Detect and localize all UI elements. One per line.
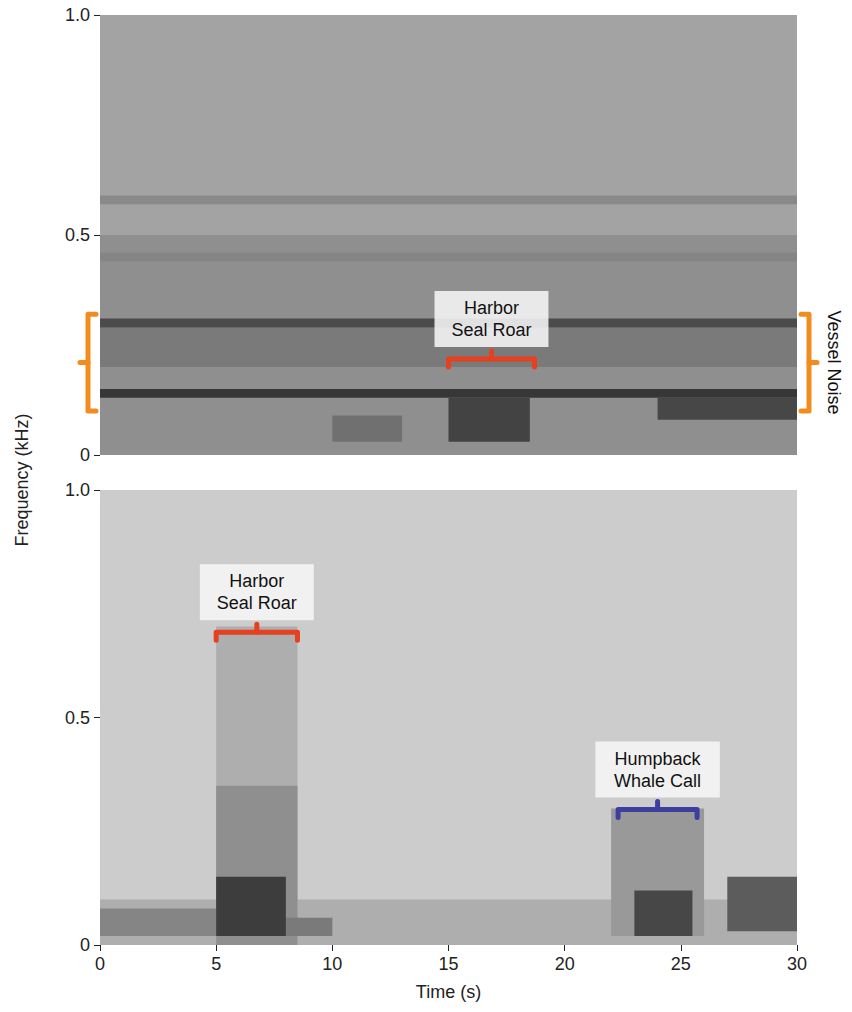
svg-text:5: 5	[211, 954, 221, 974]
svg-text:0.5: 0.5	[65, 225, 90, 245]
svg-text:Seal Roar: Seal Roar	[217, 593, 297, 613]
svg-text:1.0: 1.0	[65, 480, 90, 500]
svg-text:Harbor: Harbor	[229, 571, 284, 591]
svg-text:0: 0	[95, 954, 105, 974]
svg-text:Humpback: Humpback	[615, 749, 702, 769]
svg-text:Time (s): Time (s)	[416, 982, 481, 1002]
svg-text:Whale Call: Whale Call	[614, 771, 701, 791]
svg-text:Harbor: Harbor	[464, 298, 519, 318]
svg-text:20: 20	[555, 954, 575, 974]
svg-text:0: 0	[80, 445, 90, 465]
svg-text:0.5: 0.5	[65, 708, 90, 728]
svg-text:10: 10	[322, 954, 342, 974]
svg-text:25: 25	[671, 954, 691, 974]
svg-text:Seal Roar: Seal Roar	[451, 320, 531, 340]
svg-text:30: 30	[787, 954, 807, 974]
svg-text:Frequency (kHz): Frequency (kHz)	[12, 413, 32, 546]
svg-text:Vessel Noise: Vessel Noise	[824, 311, 844, 415]
svg-text:0: 0	[80, 935, 90, 955]
svg-text:15: 15	[438, 954, 458, 974]
svg-text:1.0: 1.0	[65, 5, 90, 25]
